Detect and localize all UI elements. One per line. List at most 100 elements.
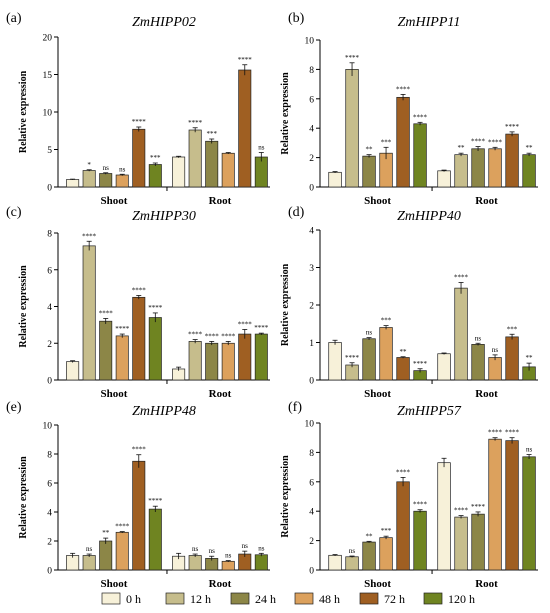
y-tick-label: 4	[309, 508, 314, 518]
bar	[132, 460, 146, 571]
bar	[99, 173, 113, 188]
y-tick-label: 4	[47, 303, 52, 313]
y-axis-label: Relative expression	[280, 72, 291, 155]
y-tick-label: 6	[47, 266, 52, 276]
bar	[82, 170, 96, 188]
panel-d: (d) ZmHIPP40 Relative expression 0 1 2 3 4 Shoot…	[280, 205, 538, 400]
legend-swatch	[423, 592, 443, 605]
y-tick-label: 15	[43, 71, 53, 81]
panel-f: (f) ZmHIPP57 Relative expression 0 2 4 6 8 10 Sho…	[280, 400, 538, 590]
bar	[522, 154, 536, 188]
panel-title: ZmHIPP57	[397, 404, 462, 419]
panel-label: (c)	[6, 205, 22, 220]
bar	[505, 133, 519, 188]
bar	[66, 179, 80, 188]
bar	[205, 140, 219, 188]
legend-label: 72 h	[384, 592, 405, 606]
y-tick-label: 0	[309, 184, 314, 194]
significance-label: ns	[492, 346, 499, 354]
bar	[413, 123, 427, 188]
bar	[454, 516, 468, 571]
bar	[99, 540, 113, 571]
bar	[488, 148, 502, 188]
y-tick-label: 6	[309, 95, 314, 105]
bar	[437, 353, 451, 381]
category-label: Root	[475, 195, 498, 207]
y-tick-label: 2	[309, 154, 314, 164]
panel-title: ZmHIPP11	[398, 15, 461, 30]
bar	[82, 555, 96, 571]
y-tick-label: 0	[47, 184, 52, 194]
bar	[115, 335, 129, 381]
bar	[188, 341, 202, 381]
significance-label: *	[87, 161, 91, 169]
bar	[188, 129, 202, 188]
category-label: Shoot	[364, 195, 391, 207]
panel-label: (a)	[6, 11, 22, 26]
y-tick-label: 4	[309, 227, 314, 237]
y-tick-label: 2	[47, 538, 52, 548]
y-tick-label: 3	[309, 264, 314, 274]
bar	[471, 344, 485, 381]
legend-swatch	[101, 592, 121, 605]
significance-label: ****	[396, 468, 411, 476]
significance-label: ***	[381, 527, 392, 535]
category-label: Shoot	[101, 388, 128, 400]
bar	[379, 537, 393, 571]
significance-label: ***	[206, 130, 217, 138]
bar	[488, 357, 502, 381]
bar	[328, 554, 342, 571]
significance-label: ****	[238, 320, 253, 328]
significance-label: ****	[115, 325, 130, 333]
bar	[221, 560, 235, 571]
significance-label: ****	[471, 138, 486, 146]
significance-label: ****	[188, 331, 203, 339]
bar	[437, 462, 451, 571]
bar	[99, 320, 113, 381]
significance-label: ****	[188, 119, 203, 127]
bar	[413, 510, 427, 571]
y-tick-label: 10	[305, 420, 315, 430]
significance-label: ns	[192, 545, 199, 553]
legend-label: 12 h	[190, 592, 211, 606]
category-label: Root	[475, 578, 498, 590]
bar	[454, 287, 468, 381]
y-tick-label: 6	[47, 480, 52, 490]
bar	[328, 171, 342, 188]
significance-label: ****	[413, 113, 428, 121]
significance-label: ****	[345, 354, 360, 362]
significance-label: ****	[132, 118, 147, 126]
panel-label: (b)	[288, 11, 305, 26]
bar	[132, 296, 146, 381]
panel-label: (d)	[288, 205, 305, 220]
significance-label: ns	[209, 547, 216, 555]
significance-label: ****	[148, 497, 163, 505]
bar	[172, 156, 186, 188]
significance-label: ns	[258, 144, 265, 152]
y-tick-label: 10	[43, 109, 53, 119]
significance-label: ****	[488, 429, 503, 437]
bar	[396, 96, 410, 188]
significance-label: **	[400, 348, 408, 356]
category-label: Root	[209, 578, 232, 590]
legend-swatch	[230, 592, 250, 605]
panel-b: (b) ZmHIPP11 Relative expression 0 2 4 6 8 10 Sho…	[280, 11, 538, 207]
significance-label: ****	[488, 138, 503, 146]
y-tick-label: 6	[309, 478, 314, 488]
category-label: Root	[475, 388, 498, 400]
significance-label: ****	[99, 309, 114, 317]
y-tick-label: 2	[309, 537, 314, 547]
significance-label: ns	[526, 446, 533, 454]
significance-label: ns	[86, 545, 93, 553]
bar	[396, 481, 410, 571]
y-tick-label: 8	[47, 451, 52, 461]
y-tick-label: 4	[47, 509, 52, 519]
bar	[522, 456, 536, 571]
significance-label: ****	[205, 332, 220, 340]
bar	[132, 128, 146, 188]
panel-label: (e)	[6, 400, 22, 415]
bar	[379, 327, 393, 381]
bar	[238, 333, 252, 381]
significance-label: ns	[242, 542, 249, 550]
